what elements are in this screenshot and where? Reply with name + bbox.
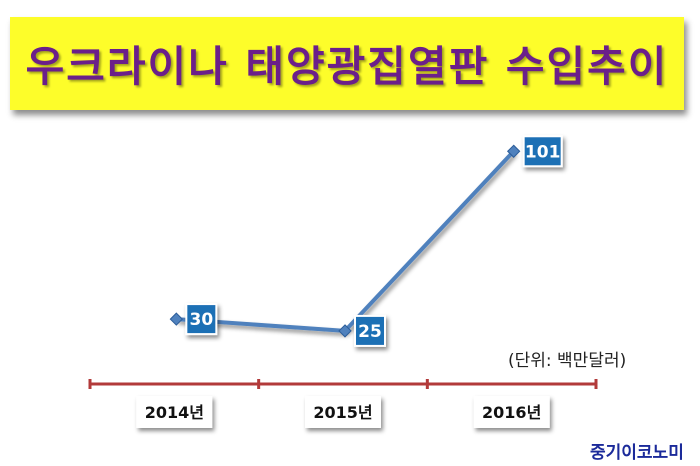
x-tick-label-text: 2015년 [313,403,372,422]
x-tick-label: 2016년 [473,396,550,428]
title-banner: 우크라이나 태양광집열판 수입추이 [10,17,684,110]
data-label: 25 [354,314,386,347]
x-tick-label-text: 2016년 [482,403,541,422]
data-label-box [354,314,386,347]
marker-layer [169,144,521,338]
brand-logo-text: 중기이코노미 [590,443,684,463]
x-tick-label-box [473,396,550,428]
x-axis [88,379,598,389]
chart-title: 우크라이나 태양광집열판 수입추이 [25,42,669,91]
data-label-text: 30 [189,310,213,330]
x-tick-label-layer: 2014년 2015년 2016년 [136,396,550,428]
data-label: 101 [522,135,563,168]
series-line [176,149,516,333]
data-label-text: 25 [358,322,382,342]
data-label: 30 [185,303,218,336]
data-label-text: 101 [525,142,561,162]
data-point-marker [169,312,184,326]
series-line-layer [176,149,516,333]
data-label-layer: 30 25 101 [185,135,563,347]
x-tick-label-box [305,396,381,428]
data-label-box [522,135,563,168]
x-tick-label: 2015년 [305,396,381,428]
data-point-marker [338,324,352,338]
data-point-marker [506,144,521,158]
x-tick-label: 2014년 [136,396,213,428]
x-tick-label-text: 2014년 [145,403,204,422]
x-tick-label-box [136,396,213,428]
unit-note: (단위: 백만달러) [508,351,627,371]
data-label-box [185,303,218,336]
